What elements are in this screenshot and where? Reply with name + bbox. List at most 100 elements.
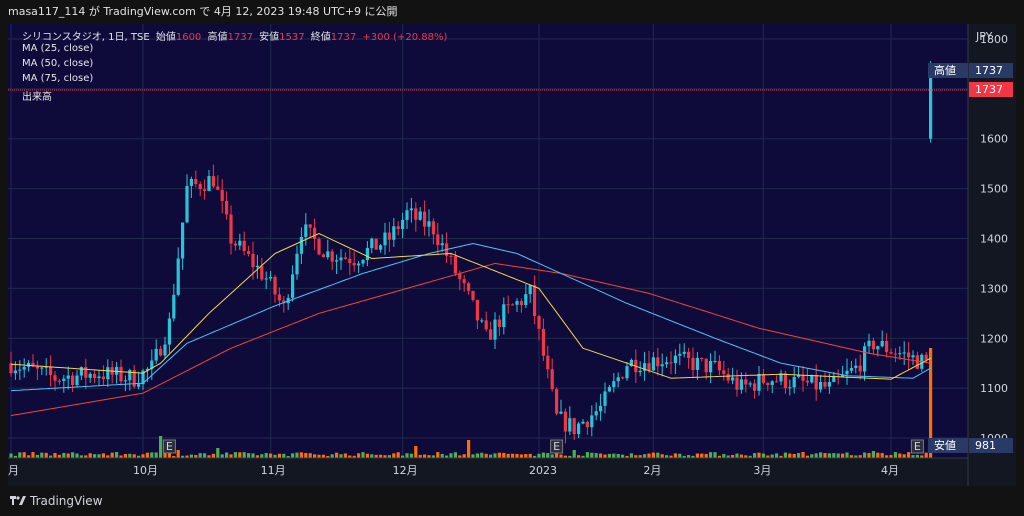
high-tag-value: 1737 bbox=[969, 63, 1013, 78]
candle-body bbox=[713, 360, 717, 362]
volume-bar bbox=[876, 452, 880, 458]
candle-body bbox=[599, 405, 603, 412]
currency-label: JPY bbox=[975, 30, 993, 43]
volume-bar bbox=[462, 454, 466, 458]
volume-bar bbox=[885, 455, 889, 458]
volume-bar bbox=[137, 455, 141, 458]
candle-body bbox=[779, 373, 783, 382]
volume-bar bbox=[572, 450, 576, 458]
volume-bar bbox=[735, 453, 739, 458]
volume-bar bbox=[845, 452, 849, 458]
candle-body bbox=[924, 354, 928, 360]
candle-body bbox=[255, 265, 259, 268]
candle-body bbox=[929, 70, 933, 139]
earnings-marker[interactable] bbox=[910, 439, 924, 454]
time-tick-label: 4月 bbox=[881, 464, 899, 477]
legend-ma75[interactable]: MA (75, close) bbox=[22, 73, 94, 84]
volume-bar bbox=[291, 453, 295, 458]
candle-body bbox=[13, 370, 17, 374]
tradingview-logo[interactable]: TradingView bbox=[10, 494, 103, 508]
volume-bar bbox=[907, 452, 911, 458]
candle-body bbox=[704, 358, 708, 373]
candle-body bbox=[638, 370, 642, 373]
legend-ma25[interactable]: MA (25, close) bbox=[22, 43, 94, 54]
volume-bar bbox=[286, 455, 290, 458]
time-tick-label: 3月 bbox=[753, 464, 771, 477]
volume-bar bbox=[370, 454, 374, 458]
legend-volume[interactable]: 出来高 bbox=[22, 92, 52, 103]
volume-bar bbox=[841, 453, 845, 458]
candle-body bbox=[326, 251, 330, 258]
candle-body bbox=[44, 366, 48, 368]
candle-body bbox=[761, 374, 765, 383]
candle-body bbox=[823, 382, 827, 387]
volume-bar bbox=[57, 454, 61, 458]
candle-body bbox=[137, 384, 141, 387]
candle-body bbox=[700, 357, 704, 359]
candle-body bbox=[493, 319, 497, 340]
volume-bar bbox=[84, 455, 88, 458]
candle-body bbox=[753, 383, 757, 391]
volume-bar bbox=[823, 453, 827, 458]
volume-bar bbox=[484, 453, 488, 458]
volume-bar bbox=[607, 453, 611, 458]
candle-body bbox=[792, 376, 796, 388]
volume-bar bbox=[753, 453, 757, 458]
candle-body bbox=[537, 316, 541, 329]
chart-canvas[interactable]: 100011001200130014001500160017001800 9月1… bbox=[8, 24, 1016, 486]
candle-body bbox=[101, 376, 105, 380]
candle-body bbox=[18, 369, 22, 371]
candle-body bbox=[669, 362, 673, 364]
volume-bar bbox=[819, 452, 823, 458]
candle-body bbox=[788, 387, 792, 389]
candle-body bbox=[352, 263, 356, 266]
legend-ma50[interactable]: MA (50, close) bbox=[22, 58, 94, 69]
volume-bar bbox=[832, 453, 836, 458]
candle-body bbox=[357, 263, 361, 266]
candle-body bbox=[819, 382, 823, 390]
volume-bar bbox=[827, 453, 831, 458]
volume-bar bbox=[159, 436, 163, 458]
candle-body bbox=[849, 367, 853, 371]
candle-body bbox=[524, 294, 528, 306]
legend-high: 1737 bbox=[227, 32, 253, 43]
earnings-marker[interactable] bbox=[162, 439, 176, 454]
candle-body bbox=[273, 277, 277, 295]
volume-bar bbox=[167, 453, 171, 458]
candle-body bbox=[321, 254, 325, 258]
earnings-marker[interactable] bbox=[550, 439, 564, 454]
volume-bar bbox=[678, 453, 682, 458]
candle-body bbox=[436, 234, 440, 246]
volume-bar bbox=[893, 452, 897, 458]
chart-frame[interactable]: 100011001200130014001500160017001800 9月1… bbox=[8, 24, 1016, 486]
candle-body bbox=[150, 360, 154, 369]
candle-body bbox=[453, 255, 457, 274]
candle-body bbox=[577, 423, 581, 435]
volume-bar bbox=[339, 454, 343, 458]
volume-bar bbox=[634, 455, 638, 458]
volume-bar bbox=[436, 452, 440, 458]
volume-bar bbox=[269, 453, 273, 458]
volume-bar bbox=[163, 452, 167, 458]
volume-bar bbox=[612, 453, 616, 458]
volume-bar bbox=[792, 453, 796, 458]
candle-body bbox=[731, 377, 735, 381]
candle-body bbox=[612, 381, 616, 388]
volume-bar bbox=[203, 453, 207, 458]
candle-body bbox=[911, 355, 915, 358]
volume-bar bbox=[445, 455, 449, 458]
volume-bar bbox=[348, 455, 352, 458]
time-axis[interactable]: 9月 10月 11月 12月 2023 2月 3月 4月 bbox=[8, 464, 899, 477]
volume-bar bbox=[867, 453, 871, 458]
candle-body bbox=[770, 381, 774, 386]
volume-bar bbox=[559, 454, 563, 458]
volume-bar bbox=[313, 454, 317, 458]
candle-body bbox=[49, 366, 53, 376]
candle-body bbox=[717, 360, 721, 371]
volume-bar bbox=[317, 454, 321, 458]
candle-body bbox=[291, 274, 295, 298]
candle-body bbox=[783, 373, 787, 389]
volume-bar bbox=[35, 454, 39, 458]
volume-bar bbox=[739, 454, 743, 458]
volume-bar bbox=[374, 454, 378, 458]
